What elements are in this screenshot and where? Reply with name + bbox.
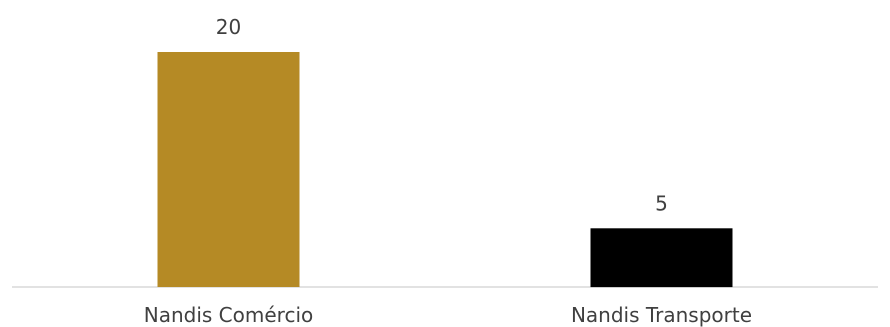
category-label-1: Nandis Comércio: [144, 303, 313, 327]
bar-2: [590, 228, 733, 288]
category-labels-group: Nandis Comércio Nandis Transporte: [144, 303, 752, 327]
data-label-2: 5: [655, 191, 668, 215]
bars-group: [157, 52, 733, 288]
bar-1: [157, 52, 300, 287]
data-label-1: 20: [216, 15, 241, 39]
category-label-2: Nandis Transporte: [571, 303, 752, 327]
data-labels-group: 20 5: [216, 15, 668, 215]
